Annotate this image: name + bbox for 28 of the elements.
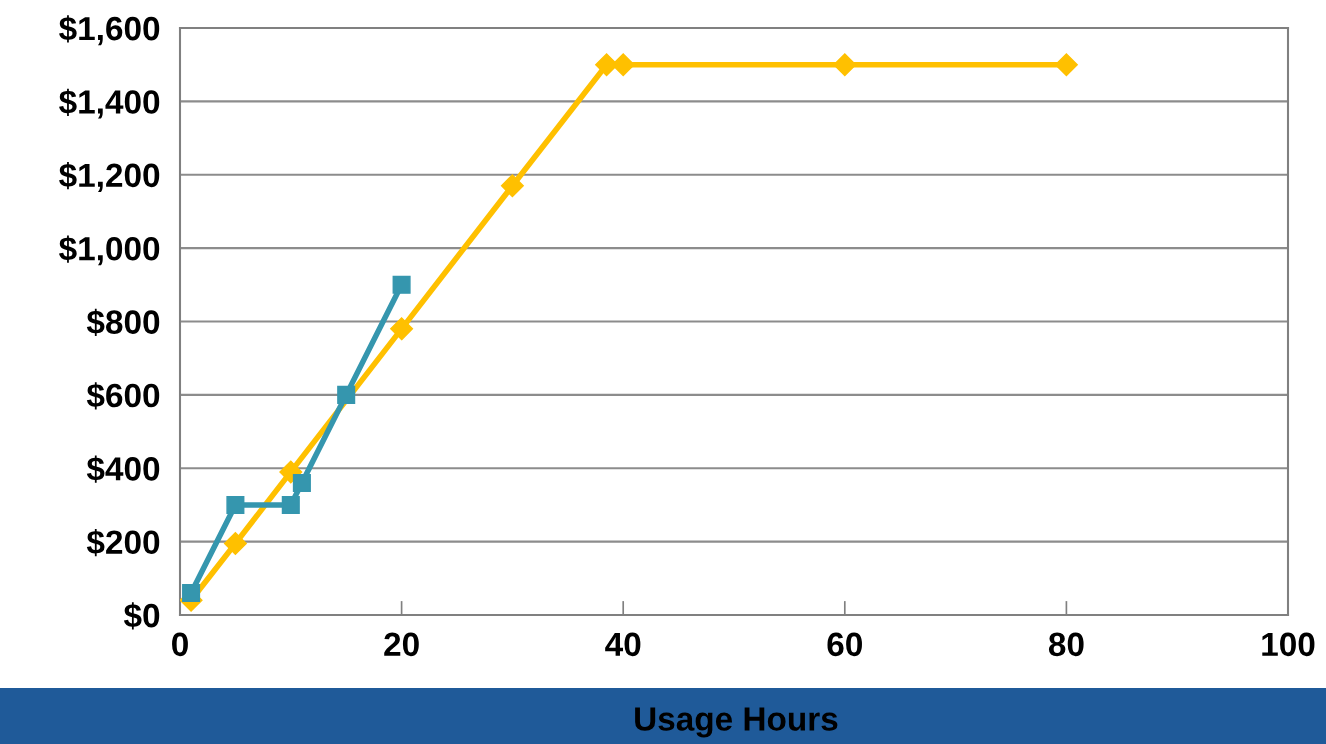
y-tick-label: $1,600 <box>59 15 160 46</box>
x-tick-label: 60 <box>827 632 862 657</box>
y-tick-label: $800 <box>86 308 160 337</box>
y-tick-label: $600 <box>86 382 160 410</box>
point <box>1054 53 1078 77</box>
point <box>392 275 411 294</box>
x-tick-label: 0 <box>172 632 188 657</box>
x-tick-label: 40 <box>605 632 641 657</box>
x-axis-title: Usage Hours <box>635 707 838 738</box>
point <box>500 174 524 198</box>
y-tick-label: $400 <box>86 455 160 483</box>
point <box>390 317 414 341</box>
point <box>337 385 356 404</box>
x-tick-label: 20 <box>384 632 419 657</box>
point <box>281 495 300 514</box>
point <box>182 583 201 603</box>
x-tick-label: 100 <box>1262 632 1315 657</box>
y-tick-label: $1,200 <box>59 162 160 192</box>
point <box>279 460 303 484</box>
x-tick-label: 80 <box>1048 632 1084 657</box>
y-tick-label: $0 <box>123 602 160 630</box>
point <box>292 473 311 492</box>
y-tick-label: $1,400 <box>59 88 160 119</box>
y-tick-label: $1,000 <box>59 235 160 266</box>
y-tick-label: $200 <box>86 528 160 557</box>
point <box>223 531 247 555</box>
point <box>226 495 245 514</box>
point <box>833 53 857 77</box>
